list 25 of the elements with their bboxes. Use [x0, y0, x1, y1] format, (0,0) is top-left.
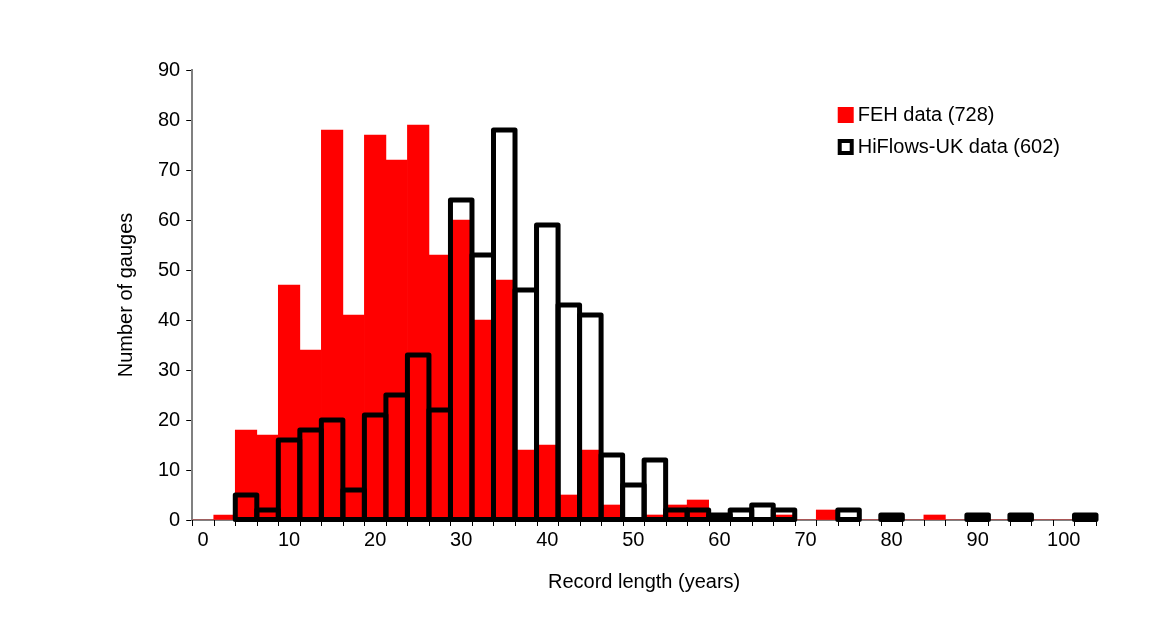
x-tick-label: 50: [622, 527, 645, 550]
y-axis-title: Number of gauges: [113, 212, 136, 378]
x-tick-label: 0: [197, 527, 209, 550]
y-tick-label: 50: [158, 257, 181, 280]
legend-label: HiFlows-UK data (602): [857, 134, 1061, 157]
x-tick-label: 40: [536, 527, 559, 550]
x-tick-label: 20: [364, 527, 387, 550]
y-tick-label: 0: [169, 507, 181, 530]
y-tick-label: 10: [158, 457, 181, 480]
x-tick-label: 100: [1047, 527, 1081, 550]
x-tick-label: 30: [450, 527, 473, 550]
y-tick-label: 80: [158, 107, 181, 130]
x-tick-label: 10: [277, 527, 301, 550]
x-axis-title: Record length (years): [547, 569, 741, 592]
x-tick-label: 80: [880, 527, 903, 550]
y-tick-label: 90: [158, 57, 181, 80]
y-tick-label: 20: [158, 407, 181, 430]
y-tick-label: 40: [158, 307, 181, 330]
y-tick-label: 30: [158, 357, 181, 380]
x-tick-label: 70: [794, 527, 817, 550]
y-tick-label: 60: [158, 207, 181, 230]
x-tick-label: 60: [708, 527, 731, 550]
y-tick-label: 70: [158, 157, 181, 180]
x-tick-label: 90: [966, 527, 989, 550]
legend-label: FEH data (728): [857, 102, 995, 125]
